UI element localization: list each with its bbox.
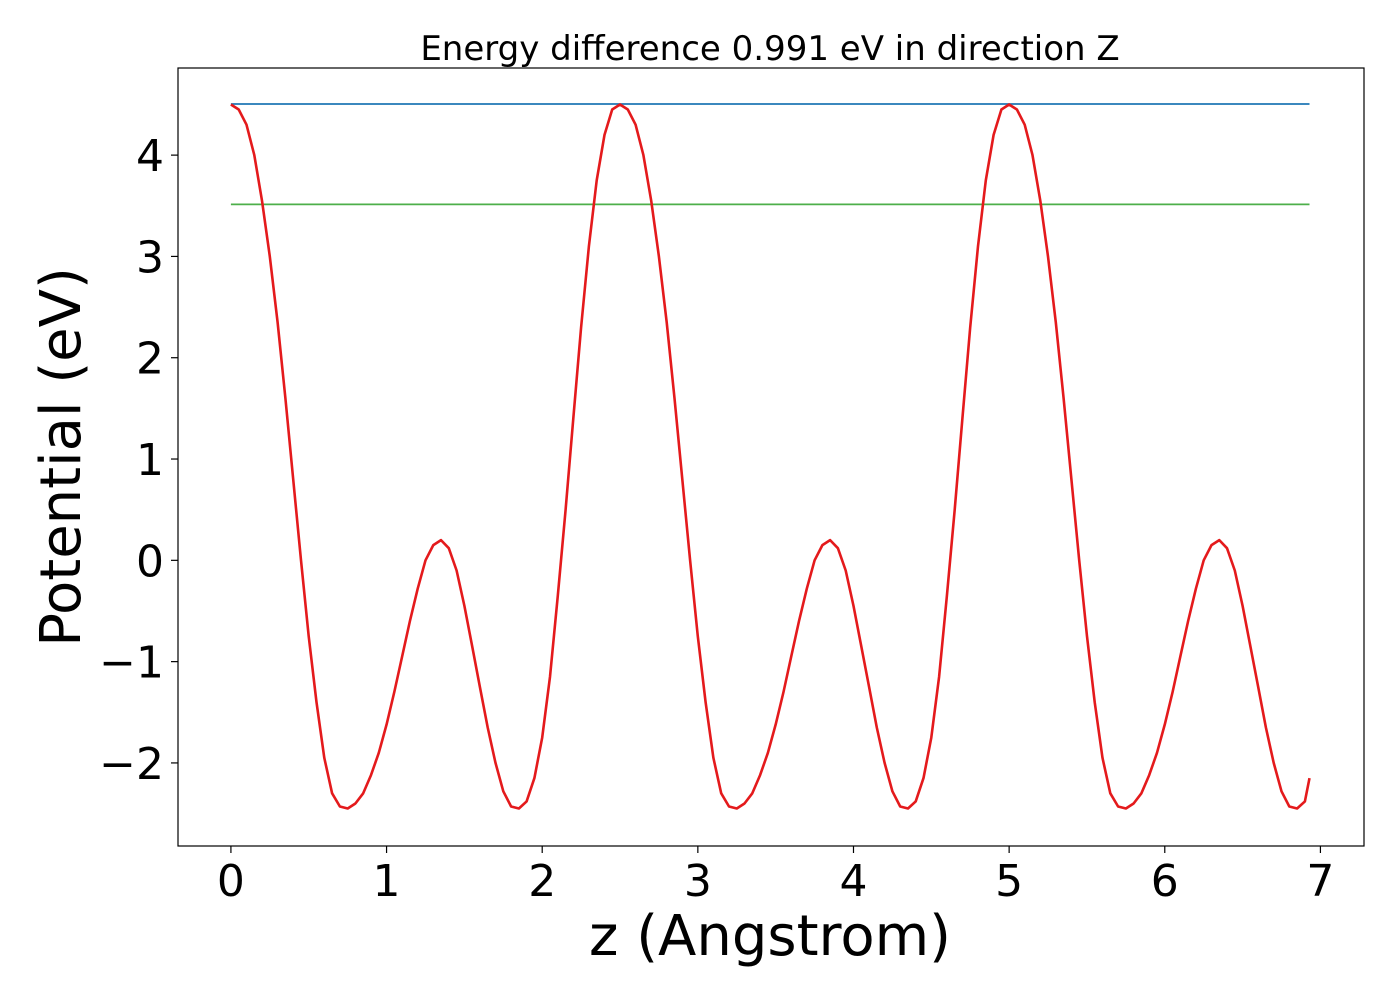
plot-frame [177, 67, 1365, 847]
x-tick-label: 0 [217, 856, 245, 907]
y-tick-label: 0 [136, 536, 164, 587]
y-tick-label: 4 [136, 131, 164, 182]
y-tick-label: −2 [99, 739, 164, 790]
y-tick-label: 3 [136, 232, 164, 283]
x-axis: 0 1 2 3 4 5 6 7 [217, 846, 1334, 907]
plot-area [177, 67, 1365, 847]
x-tick-label: 2 [528, 856, 556, 907]
series-layer [230, 103, 1311, 810]
y-axis: −2 −1 0 1 2 3 4 [99, 131, 178, 790]
x-axis-label: z (Angstrom) [589, 904, 951, 969]
x-tick-label: 1 [373, 856, 401, 907]
x-tick-label: 5 [995, 856, 1023, 907]
y-tick-label: 1 [136, 435, 164, 486]
x-tick-label: 4 [839, 856, 867, 907]
x-tick-label: 6 [1151, 856, 1179, 907]
y-tick-label: 2 [136, 334, 164, 385]
chart-title: Energy difference 0.991 eV in direction … [420, 29, 1119, 69]
series-line-potential [230, 103, 1311, 810]
x-tick-label: 3 [684, 856, 712, 907]
y-tick-label: −1 [99, 638, 164, 689]
y-axis-label: Potential (eV) [29, 267, 94, 647]
x-tick-label: 7 [1306, 856, 1334, 907]
